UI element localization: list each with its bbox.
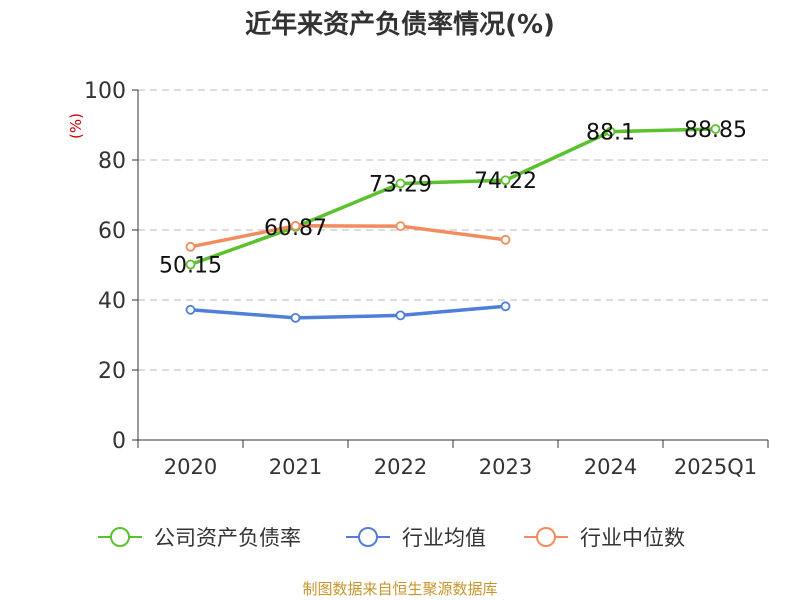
x-tick-label: 2025Q1: [674, 455, 757, 479]
data-point: [605, 126, 616, 137]
legend-label-0: 公司资产负债率: [154, 526, 301, 550]
legend: 公司资产负债率 行业均值 行业中位数: [98, 526, 685, 550]
data-point: [500, 301, 511, 312]
data-label: 73.29: [369, 172, 432, 197]
source-note: 制图数据来自恒生聚源数据库: [302, 580, 498, 598]
data-point: [290, 220, 301, 231]
series-line-0: [188, 127, 718, 267]
y-tick-label: 60: [98, 219, 126, 244]
legend-label-2: 行业中位数: [580, 526, 685, 550]
data-label: 50.15: [159, 253, 222, 278]
data-label: 88.85: [684, 118, 747, 143]
data-point: [395, 178, 406, 189]
legend-marker-1: [358, 527, 378, 547]
y-axis-label: (%): [67, 113, 85, 139]
legend-marker-0: [110, 527, 130, 547]
series-lines: [185, 124, 721, 323]
data-point: [500, 175, 511, 186]
x-tick-label: 2022: [374, 455, 427, 479]
x-tick-label: 2023: [479, 455, 532, 479]
data-point: [185, 304, 196, 315]
series-line-2: [188, 224, 508, 249]
y-tick-label: 100: [84, 79, 126, 104]
x-tick-label: 2020: [164, 455, 217, 479]
x-tick-label: 2021: [269, 455, 322, 479]
data-point: [290, 312, 301, 323]
legend-label-1: 行业均值: [402, 526, 486, 550]
y-tick-label: 0: [112, 429, 126, 454]
data-point: [500, 234, 511, 245]
data-point: [395, 221, 406, 232]
chart-title: 近年来资产负债率情况(%): [245, 10, 555, 40]
y-tick-label: 80: [98, 149, 126, 174]
grid-lines: [138, 89, 768, 371]
data-label: 74.22: [474, 169, 537, 194]
series-line-1: [188, 304, 508, 320]
data-label: 60.87: [264, 216, 327, 241]
data-point: [185, 241, 196, 252]
axes: 0 20 40 60 80 100 2020 2021 2022 2023 2024 2025Q1 (%…: [67, 79, 769, 479]
data-point: [710, 124, 721, 134]
data-point: [185, 259, 196, 270]
data-point: [395, 310, 406, 321]
data-labels: 50.15 60.87 73.29 74.22 88.1 88.85: [159, 118, 747, 278]
data-label: 88.1: [586, 121, 635, 146]
y-tick-label: 20: [98, 359, 126, 384]
y-tick-label: 40: [98, 289, 126, 314]
legend-marker-2: [536, 527, 556, 547]
x-tick-label: 2024: [584, 455, 637, 479]
